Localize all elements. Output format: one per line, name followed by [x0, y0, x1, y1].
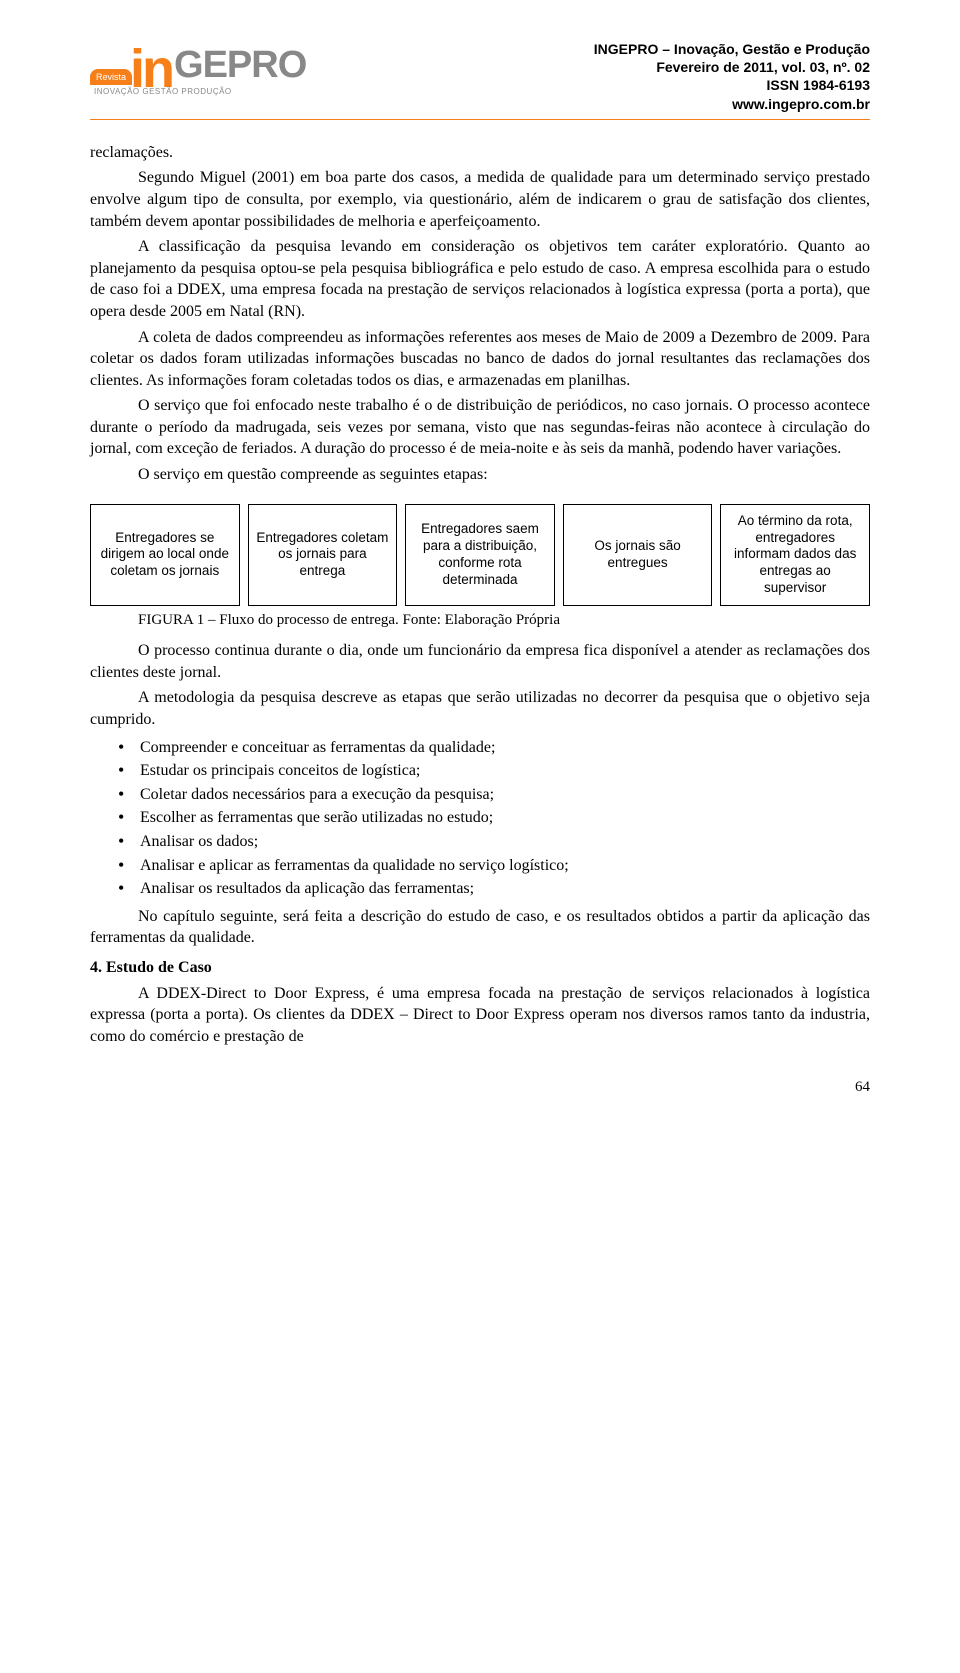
- section-heading: 4. Estudo de Caso: [90, 957, 870, 979]
- paragraph: A coleta de dados compreendeu as informa…: [90, 327, 870, 392]
- paragraph: O serviço em questão compreende as segui…: [90, 464, 870, 486]
- logo-badge: Revista: [90, 69, 132, 85]
- paragraph: A metodologia da pesquisa descreve as et…: [90, 687, 870, 730]
- flow-step-1: Entregadores se dirigem ao local onde co…: [90, 504, 240, 606]
- paragraph: O processo continua durante o dia, onde …: [90, 640, 870, 683]
- paragraph: O serviço que foi enfocado neste trabalh…: [90, 395, 870, 460]
- list-item: Analisar os resultados da aplicação das …: [118, 878, 870, 900]
- list-item: Coletar dados necessários para a execuçã…: [118, 784, 870, 806]
- logo-text-gepro: GEPRO: [174, 40, 306, 91]
- issn: ISSN 1984-6193: [594, 76, 870, 94]
- methodology-list: Compreender e conceituar as ferramentas …: [118, 737, 870, 900]
- page-number: 64: [90, 1077, 870, 1097]
- logo-text-in: in: [130, 48, 172, 91]
- logo-subtitle: INOVAÇÃO GESTÃO PRODUÇÃO: [94, 87, 306, 98]
- issue-date: Fevereiro de 2011, vol. 03, nº. 02: [594, 58, 870, 76]
- paragraph: A classificação da pesquisa levando em c…: [90, 236, 870, 322]
- flow-step-3: Entregadores saem para a distribuição, c…: [405, 504, 555, 606]
- figure-caption: FIGURA 1 – Fluxo do processo de entrega.…: [138, 610, 870, 630]
- list-item: Escolher as ferramentas que serão utiliz…: [118, 807, 870, 829]
- paragraph: No capítulo seguinte, será feita a descr…: [90, 906, 870, 949]
- list-item: Estudar os principais conceitos de logís…: [118, 760, 870, 782]
- list-item: Compreender e conceituar as ferramentas …: [118, 737, 870, 759]
- paragraph: A DDEX-Direct to Door Express, é uma emp…: [90, 983, 870, 1048]
- website: www.ingepro.com.br: [594, 95, 870, 113]
- list-item: Analisar os dados;: [118, 831, 870, 853]
- flow-step-4: Os jornais são entregues: [563, 504, 713, 606]
- logo: Revista in GEPRO INOVAÇÃO GESTÃO PRODUÇÃ…: [90, 40, 306, 98]
- flow-step-2: Entregadores coletam os jornais para ent…: [248, 504, 398, 606]
- flow-step-5: Ao término da rota, entregadores informa…: [720, 504, 870, 606]
- journal-title: INGEPRO – Inovação, Gestão e Produção: [594, 40, 870, 58]
- paragraph: Segundo Miguel (2001) em boa parte dos c…: [90, 167, 870, 232]
- header-divider: [90, 119, 870, 120]
- process-flow-diagram: Entregadores se dirigem ao local onde co…: [90, 504, 870, 606]
- page-header: Revista in GEPRO INOVAÇÃO GESTÃO PRODUÇÃ…: [90, 40, 870, 113]
- paragraph: reclamações.: [90, 142, 870, 164]
- list-item: Analisar e aplicar as ferramentas da qua…: [118, 855, 870, 877]
- header-meta: INGEPRO – Inovação, Gestão e Produção Fe…: [594, 40, 870, 113]
